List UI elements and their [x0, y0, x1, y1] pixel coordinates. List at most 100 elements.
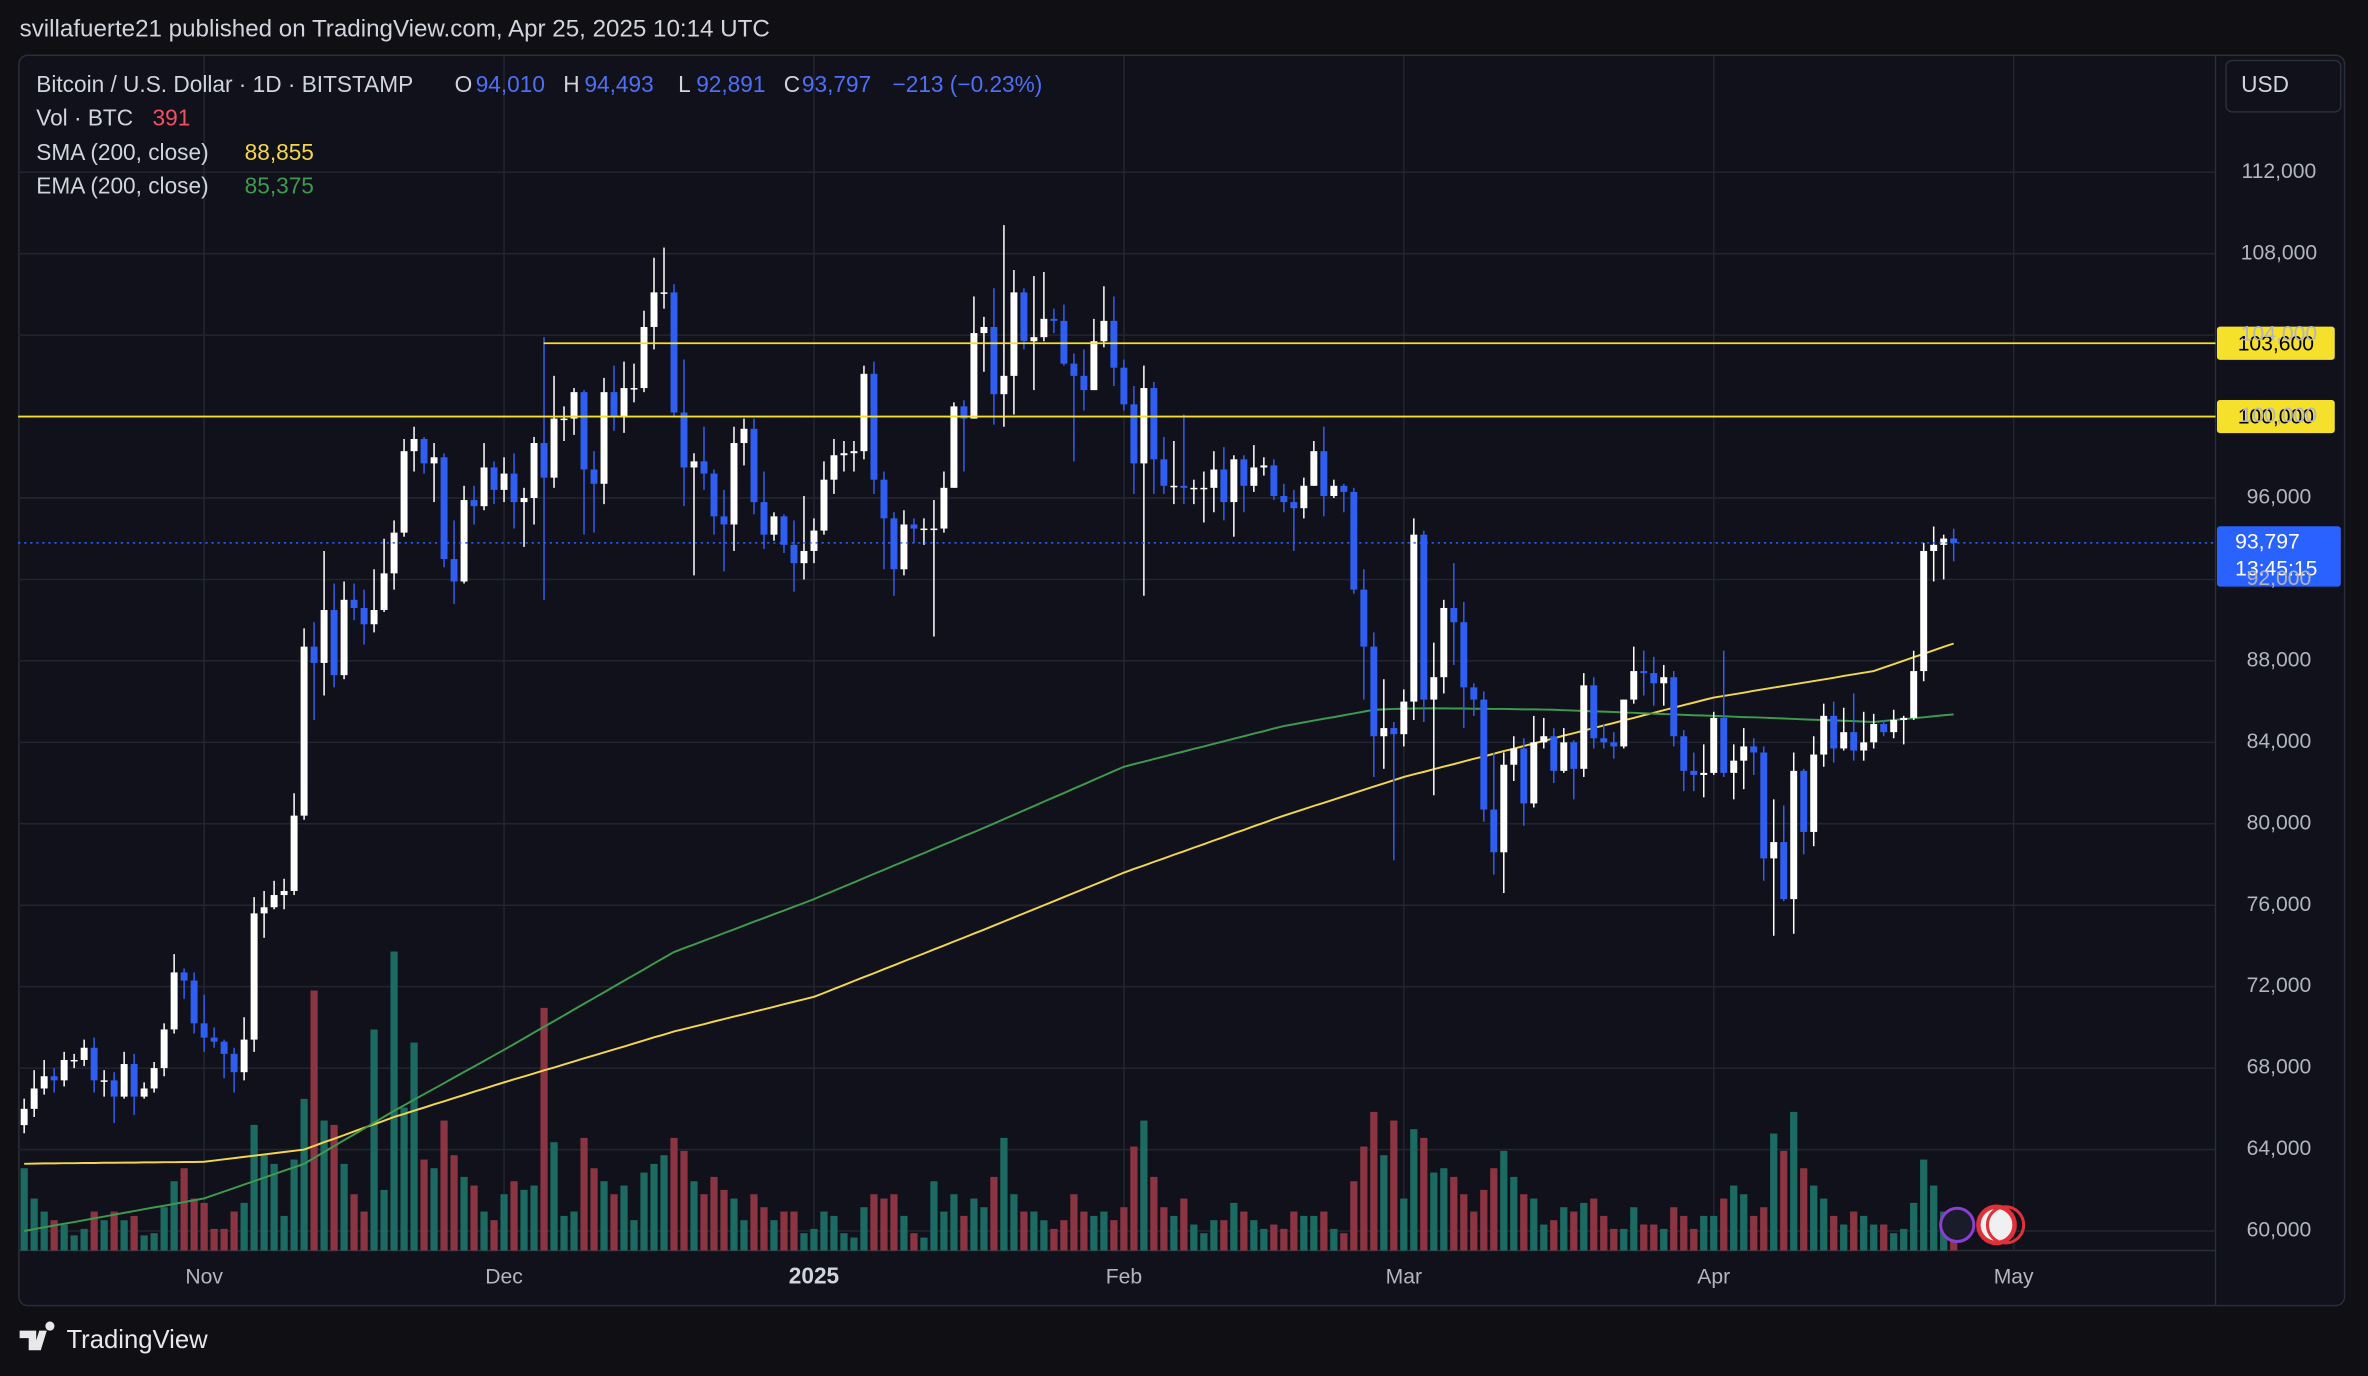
candle-body [130, 1064, 138, 1097]
volume-bar [790, 1211, 798, 1251]
candle-body [1560, 742, 1568, 771]
volume-bar [520, 1189, 528, 1251]
volume-bar [660, 1155, 668, 1251]
candle-body [990, 326, 998, 395]
volume-bar [1670, 1207, 1678, 1251]
candle-body [1660, 677, 1668, 684]
y-tick-label: 64,000 [2247, 1137, 2312, 1160]
candle-body [1350, 491, 1358, 590]
symbol: Bitcoin / U.S. Dollar · 1D · BITSTAMP [36, 71, 413, 97]
volume-bar [1830, 1215, 1838, 1251]
candle-body [500, 473, 508, 490]
candle-body [220, 1041, 228, 1054]
volume-bar [810, 1228, 818, 1251]
x-tick-label: Dec [485, 1265, 523, 1288]
candle-body [800, 550, 808, 564]
volume-bar [1730, 1185, 1738, 1251]
candle-body [1540, 736, 1548, 743]
volume-bar [1420, 1137, 1428, 1251]
volume-bar [730, 1198, 738, 1251]
event-icon[interactable] [1976, 1204, 2017, 1246]
volume-bar [420, 1159, 428, 1251]
candle-body [1380, 728, 1388, 737]
volume-bar [910, 1233, 918, 1251]
y-tick-label: 92,000 [2247, 567, 2312, 590]
candle-body [1240, 459, 1248, 486]
candle-body [1400, 701, 1408, 735]
candle-body [540, 443, 548, 478]
candle-body [1210, 469, 1218, 488]
author-line: svillafuerte21 published on TradingView.… [20, 16, 770, 43]
volume-bar [1880, 1224, 1888, 1251]
candle-body [360, 607, 368, 625]
volume-bar [1050, 1228, 1058, 1251]
volume-bar [500, 1194, 508, 1251]
volume-bar [1680, 1215, 1688, 1251]
ohlc-key: O [455, 71, 473, 97]
volume-bar [940, 1211, 948, 1251]
candle-body [550, 418, 558, 478]
volume-bar [1300, 1215, 1308, 1251]
volume-bar [1540, 1224, 1548, 1251]
candle-body [980, 326, 988, 334]
x-tick-label: 2025 [789, 1263, 839, 1289]
volume-bar [1410, 1129, 1418, 1251]
volume-bar [1220, 1220, 1228, 1251]
candle-body [1750, 746, 1758, 753]
volume-bar [440, 1120, 448, 1251]
volume-bar [1750, 1215, 1758, 1251]
volume-bar [1140, 1120, 1148, 1251]
candle-body [1130, 404, 1138, 464]
candle-body [1090, 341, 1098, 391]
volume-bar [530, 1185, 538, 1251]
volume-bar [550, 1142, 558, 1251]
candle-body [1460, 622, 1468, 688]
volume-bar [1280, 1228, 1288, 1251]
volume-bar [1000, 1137, 1008, 1251]
volume-bar [30, 1198, 38, 1251]
volume-bar [230, 1211, 238, 1251]
candle-body [1600, 738, 1608, 743]
candle-body [610, 392, 618, 417]
ohlc-value: 94,010 [476, 71, 545, 97]
volume-bar [580, 1137, 588, 1251]
candle-body [640, 326, 648, 389]
event-icon[interactable] [1939, 1206, 1976, 1243]
volume-bar [1270, 1224, 1278, 1251]
candle-body [790, 544, 798, 564]
event-icon[interactable] [1985, 1205, 2026, 1245]
volume-bar [1020, 1211, 1028, 1251]
candle-body [420, 438, 428, 464]
currency[interactable]: USD [2241, 71, 2289, 97]
volume-bar [950, 1194, 958, 1251]
volume-bar [1530, 1198, 1538, 1251]
candle-body [210, 1037, 218, 1042]
candle-body [1220, 469, 1228, 503]
volume-value: 391 [153, 104, 191, 130]
volume-bar [1850, 1211, 1858, 1251]
candle-body [520, 498, 528, 503]
candle-body [1430, 677, 1438, 700]
currency-button[interactable] [2225, 59, 2342, 113]
volume-bar [110, 1211, 118, 1251]
candle-body [1790, 770, 1798, 900]
candle-body [120, 1064, 128, 1097]
volume-bar [1120, 1207, 1128, 1251]
volume-bar [20, 1168, 28, 1251]
candle-body [810, 530, 818, 551]
candle-body [1040, 318, 1048, 338]
volume-bar [930, 1181, 938, 1251]
volume-bar [1500, 1150, 1508, 1251]
level-label: 103,600 [2238, 332, 2314, 355]
candle-body [490, 467, 498, 490]
candle-body [940, 487, 948, 529]
volume-bar [320, 1120, 328, 1251]
volume-bar [850, 1237, 858, 1251]
candle-body [1780, 842, 1788, 900]
volume-bar [1110, 1220, 1118, 1251]
volume-bar [290, 1159, 298, 1251]
volume-bar [1380, 1155, 1388, 1251]
price-change: −213 (−0.23%) [893, 71, 1043, 97]
candle-body [20, 1108, 28, 1126]
